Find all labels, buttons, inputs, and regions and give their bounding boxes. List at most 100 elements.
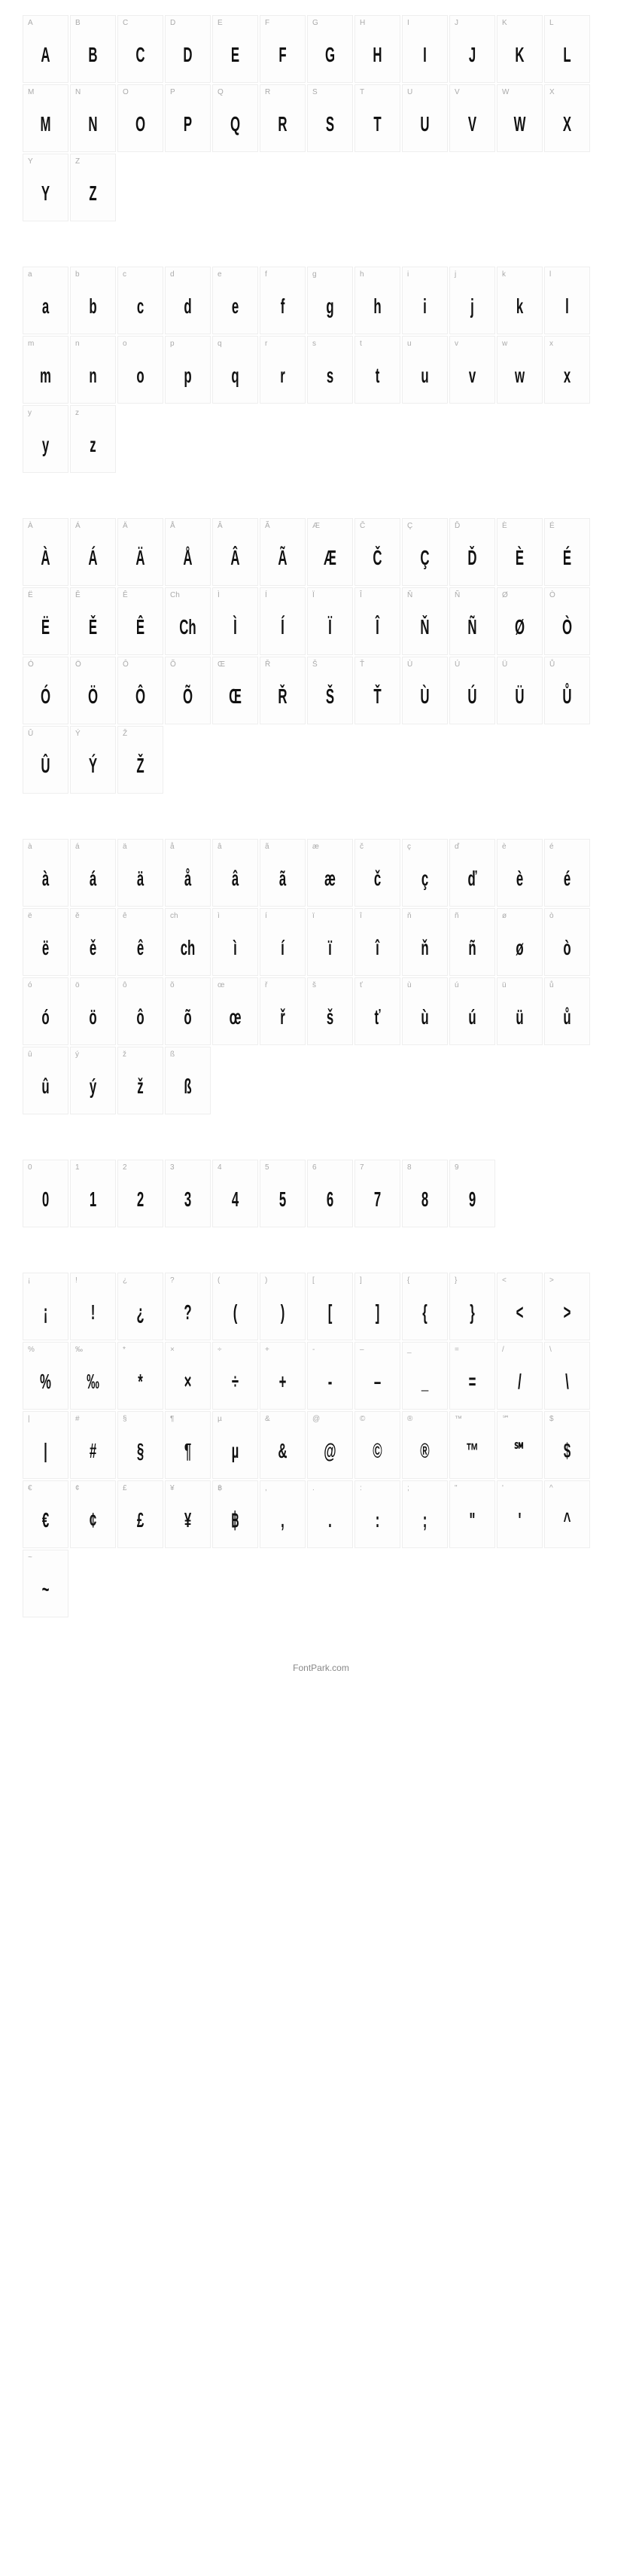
glyph-cell: ãã (260, 839, 306, 907)
glyph: A (32, 27, 59, 82)
glyph-cell: \\ (544, 1342, 590, 1410)
glyph-cell: gg (307, 267, 353, 334)
glyph-cell: dd (165, 267, 211, 334)
glyph-cell: øø (497, 908, 543, 976)
glyph-label: ø (497, 909, 542, 920)
glyph: c (127, 279, 154, 334)
glyph-label: Ž (118, 727, 163, 738)
glyph-cell: ++ (260, 1342, 306, 1410)
glyph-cell: èè (497, 839, 543, 907)
glyph-cell: ůů (544, 977, 590, 1045)
glyph: ø (507, 920, 533, 975)
glyph-cell: ŽŽ (117, 726, 163, 794)
glyph: X (554, 96, 580, 151)
glyph-cell: ]] (354, 1273, 400, 1340)
glyph-label: ù (403, 978, 447, 989)
glyph: ê (127, 920, 154, 975)
glyph: ž (127, 1059, 154, 1114)
glyph-label: l (545, 267, 589, 279)
glyph-cell: kk (497, 267, 543, 334)
glyph: h (364, 279, 391, 334)
glyph: p (175, 348, 201, 403)
glyph: % (32, 1354, 59, 1409)
glyph-label: p (166, 337, 210, 348)
glyph: ¥ (175, 1492, 201, 1547)
glyph-label: 4 (213, 1160, 257, 1172)
glyph-cell: ZZ (70, 154, 116, 221)
glyph: \ (554, 1354, 580, 1409)
glyph-label: £ (118, 1481, 163, 1492)
glyph-label: ™ (450, 1412, 494, 1423)
glyph: u (412, 348, 438, 403)
glyph: : (364, 1492, 391, 1547)
glyph: ü (507, 989, 533, 1044)
glyph-cell: ÃÃ (260, 518, 306, 586)
glyph-cell: VV (449, 84, 495, 152)
glyph-cell: ŮŮ (544, 657, 590, 724)
glyph-cell: ÁÁ (70, 518, 116, 586)
glyph-label: F (260, 16, 305, 27)
glyph-label: t (355, 337, 400, 348)
glyph-cell: ÖÖ (70, 657, 116, 724)
glyph-cell: QQ (212, 84, 258, 152)
glyph-label: Ě (71, 588, 115, 599)
glyph-label: x (545, 337, 589, 348)
glyph-label: ç (403, 840, 447, 851)
glyph-cell: úú (449, 977, 495, 1045)
glyph-label: é (545, 840, 589, 851)
glyph-block: aabbccddeeffgghhiijjkkllmmnnooppqqrrsstt… (23, 267, 619, 473)
glyph-label: Õ (166, 657, 210, 669)
glyph-label: z (71, 406, 115, 417)
glyph-cell: 88 (402, 1160, 448, 1227)
glyph: 1 (80, 1172, 106, 1227)
glyph-cell: õõ (165, 977, 211, 1045)
glyph-label: P (166, 85, 210, 96)
glyph-label: ? (166, 1273, 210, 1285)
glyph-cell: GG (307, 15, 353, 83)
glyph-cell: || (23, 1411, 68, 1479)
glyph-cell: ÂÂ (212, 518, 258, 586)
glyph-label: E (213, 16, 257, 27)
glyph: ฿ (222, 1492, 248, 1547)
glyph-label: * (118, 1343, 163, 1354)
glyph: W (507, 96, 533, 151)
glyph: = (459, 1354, 485, 1409)
glyph: ; (412, 1492, 438, 1547)
glyph: ä (127, 851, 154, 906)
glyph-label: M (23, 85, 68, 96)
glyph-label: | (23, 1412, 68, 1423)
glyph: T (364, 96, 391, 151)
glyph: Ã (269, 530, 296, 585)
glyph-label: , (260, 1481, 305, 1492)
glyph: Q (222, 96, 248, 151)
glyph: Ì (222, 599, 248, 654)
glyph: y (32, 417, 59, 472)
glyph: Ä (127, 530, 154, 585)
glyph-cell: ChCh (165, 587, 211, 655)
glyph-label: È (497, 519, 542, 530)
glyph-label: / (497, 1343, 542, 1354)
glyph-block: ¡¡!!¿¿??(())[[]]{{}}<<>>%%‰‰**××÷÷++--––… (23, 1273, 619, 1617)
glyph-label: © (355, 1412, 400, 1423)
glyph: Ë (32, 599, 59, 654)
glyph-cell: BB (70, 15, 116, 83)
glyph-label: ï (308, 909, 352, 920)
glyph: è (507, 851, 533, 906)
glyph-cell: 22 (117, 1160, 163, 1227)
glyph-cell: WW (497, 84, 543, 152)
glyph-cell: ŒŒ (212, 657, 258, 724)
glyph: Ï (317, 599, 343, 654)
glyph-label: g (308, 267, 352, 279)
glyph-cell: ¶¶ (165, 1411, 211, 1479)
glyph-label: ¡ (23, 1273, 68, 1285)
glyph-cell: ôô (117, 977, 163, 1045)
glyph-cell: @@ (307, 1411, 353, 1479)
glyph-cell: :: (354, 1480, 400, 1548)
glyph: ï (317, 920, 343, 975)
glyph-label: h (355, 267, 400, 279)
glyph-label: $ (545, 1412, 589, 1423)
glyph: Y (32, 166, 59, 221)
glyph-label: ) (260, 1273, 305, 1285)
glyph: æ (317, 851, 343, 906)
glyph-cell: MM (23, 84, 68, 152)
